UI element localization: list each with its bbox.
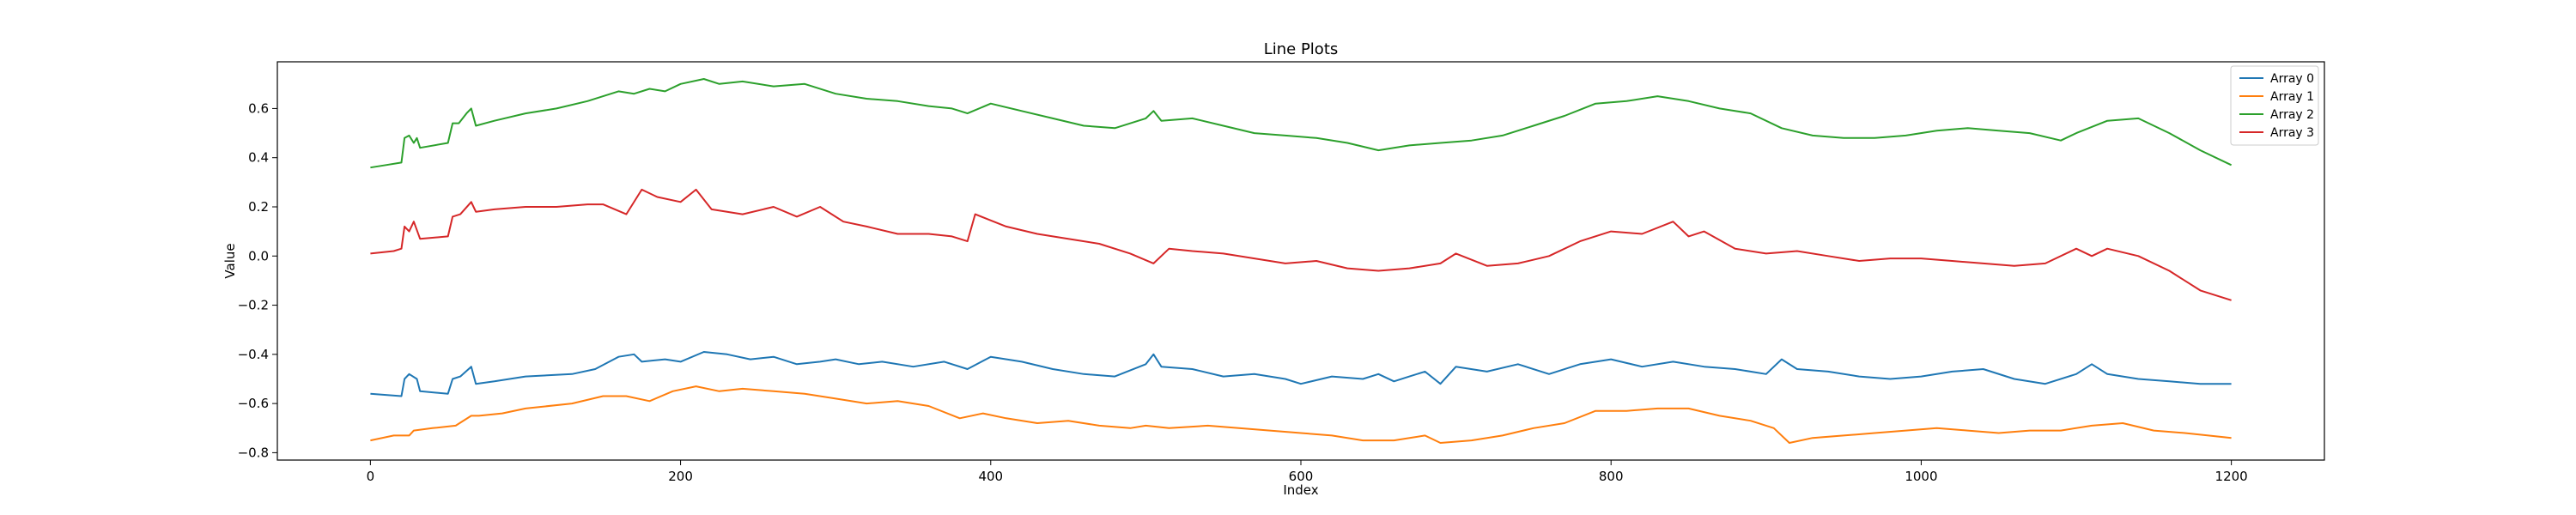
y-tick-label: 0.4 (248, 150, 269, 166)
x-tick-label: 400 (978, 469, 1003, 484)
y-tick-label: −0.2 (238, 298, 269, 313)
x-tick-label: 800 (1599, 469, 1624, 484)
y-axis: −0.8 −0.6 −0.4 −0.2 0.0 0.2 0.4 0.6 (238, 100, 277, 460)
y-tick-label: −0.4 (238, 347, 269, 362)
x-axis: 0 200 400 600 800 1000 1200 (367, 460, 2248, 484)
legend-label: Array 0 (2270, 72, 2314, 86)
y-tick-label: 0.0 (248, 248, 269, 264)
series-line-2 (370, 78, 2233, 169)
series-line-0 (370, 351, 2232, 397)
x-tick-label: 600 (1289, 469, 1314, 484)
series-line-1 (370, 385, 2232, 444)
legend-label: Array 1 (2270, 90, 2314, 104)
x-tick-label: 0 (367, 469, 375, 484)
legend-box (2230, 65, 2319, 146)
legend: Array 0 Array 1 Array 2 Array 3 (2230, 65, 2319, 146)
x-tick-label: 1200 (2215, 469, 2248, 484)
legend-label: Array 2 (2270, 108, 2314, 122)
y-tick-label: 0.6 (248, 100, 269, 116)
x-axis-label: Index (1283, 482, 1318, 498)
series-line-3 (370, 188, 2232, 301)
y-tick-label: −0.6 (238, 396, 269, 411)
x-tick-label: 200 (668, 469, 693, 484)
y-tick-label: 0.2 (248, 199, 269, 215)
chart-title: Line Plots (1264, 40, 1339, 58)
y-tick-label: −0.8 (238, 445, 269, 460)
y-axis-label: Value (222, 243, 238, 278)
legend-label: Array 3 (2270, 126, 2314, 140)
x-tick-label: 1000 (1905, 469, 1937, 484)
plot-area (370, 78, 2233, 444)
